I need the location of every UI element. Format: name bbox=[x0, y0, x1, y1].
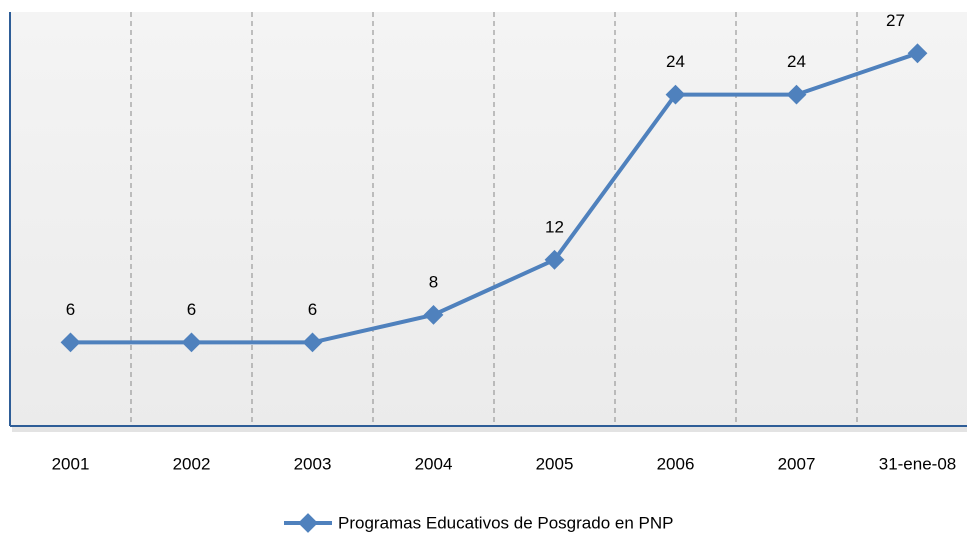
x-tick-label: 31-ene-08 bbox=[879, 454, 957, 473]
data-marker bbox=[302, 332, 323, 353]
data-label: 6 bbox=[187, 300, 196, 319]
data-marker bbox=[60, 332, 81, 353]
data-label: 8 bbox=[429, 272, 438, 291]
legend-label: Programas Educativos de Posgrado en PNP bbox=[338, 513, 673, 532]
x-tick-label: 2001 bbox=[52, 454, 90, 473]
data-label: 24 bbox=[666, 52, 685, 71]
data-label: 6 bbox=[308, 300, 317, 319]
data-label: 6 bbox=[66, 300, 75, 319]
legend-marker bbox=[298, 513, 318, 533]
plot-area bbox=[10, 12, 967, 426]
legend: Programas Educativos de Posgrado en PNP bbox=[284, 513, 673, 533]
data-marker bbox=[423, 304, 444, 325]
x-tick-label: 2007 bbox=[778, 454, 816, 473]
data-label: 12 bbox=[545, 217, 564, 236]
x-tick-label: 2006 bbox=[657, 454, 695, 473]
x-tick-label: 2002 bbox=[173, 454, 211, 473]
x-tick-label: 2005 bbox=[536, 454, 574, 473]
x-tick-label: 2004 bbox=[415, 454, 453, 473]
data-label: 24 bbox=[787, 52, 806, 71]
x-tick-label: 2003 bbox=[294, 454, 332, 473]
series-line bbox=[70, 51, 919, 345]
data-marker bbox=[181, 332, 202, 353]
data-label: 27 bbox=[886, 11, 905, 30]
